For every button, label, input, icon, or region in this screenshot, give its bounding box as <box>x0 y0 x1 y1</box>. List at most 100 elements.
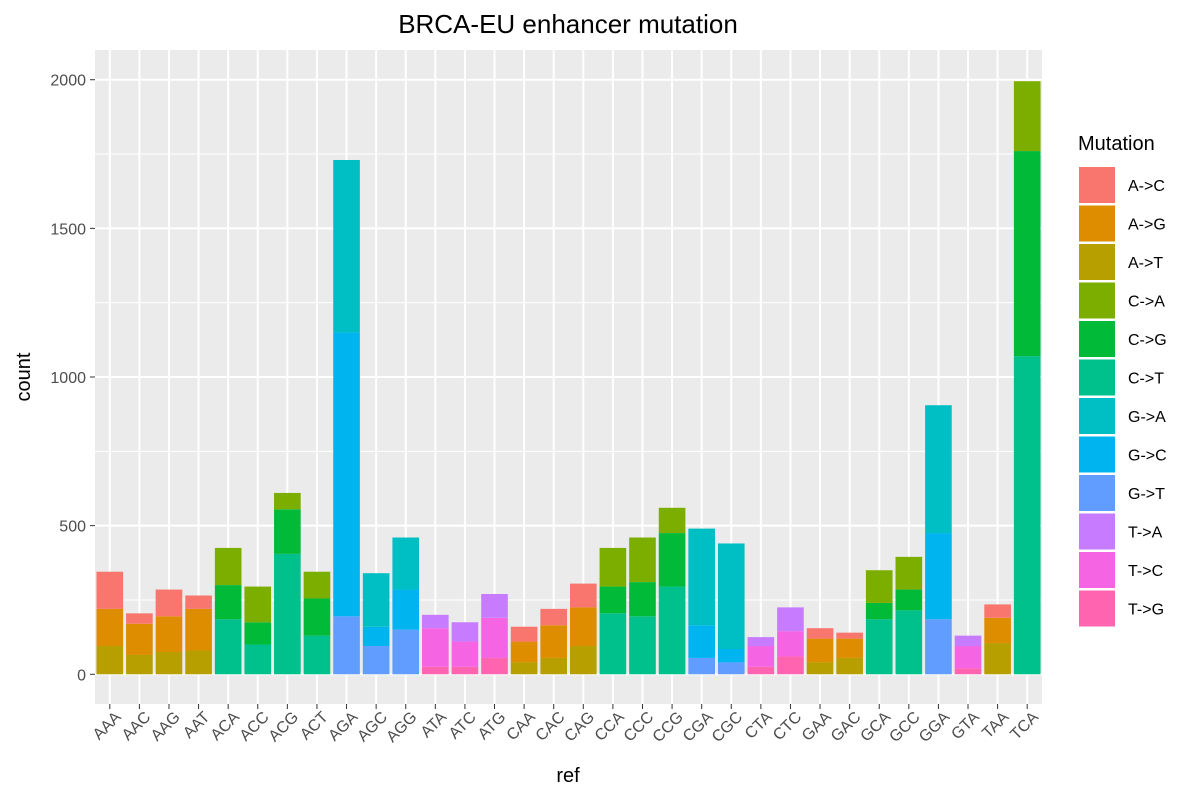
y-tick-label: 500 <box>59 519 86 536</box>
bar-segment-GCC-C-to-T <box>895 610 923 675</box>
bar-segment-GAA-A-to-G <box>806 638 834 663</box>
bar-segment-GCA-C-to-A <box>865 570 893 603</box>
bar-segment-GGA-G-to-T <box>925 619 952 675</box>
bar-segment-TAA-A-to-C <box>984 604 1011 618</box>
legend-key <box>1079 552 1115 588</box>
legend-label: G->C <box>1128 448 1167 465</box>
x-tick-label: AAA <box>90 709 125 744</box>
legend-label: T->C <box>1128 563 1163 580</box>
bar-segment-ATA-T-to-C <box>422 628 449 667</box>
legend-label: A->T <box>1128 255 1163 272</box>
x-tick-label: ACG <box>266 709 303 746</box>
bar-segment-CTC-T-to-G <box>777 656 804 675</box>
bar-segment-GCC-C-to-A <box>895 556 923 590</box>
x-tick-label: GCA <box>858 709 895 746</box>
bar-segment-ACA-C-to-A <box>214 547 242 586</box>
x-tick-label: ATA <box>418 709 451 742</box>
x-tick-label: CAC <box>533 709 569 745</box>
bar-segment-ATC-T-to-A <box>451 622 479 642</box>
bar-segment-GTA-T-to-C <box>954 646 982 669</box>
y-tick-label: 0 <box>77 667 86 684</box>
legend-label: C->T <box>1128 371 1164 388</box>
x-axis-title: ref <box>556 765 580 787</box>
bar-segment-CAG-A-to-C <box>569 583 597 608</box>
bar-segment-AGC-G-to-T <box>362 646 390 675</box>
bar-segment-ACG-C-to-T <box>274 553 301 675</box>
legend-key <box>1079 398 1115 434</box>
bar-segment-ACG-C-to-A <box>274 492 301 510</box>
bar-segment-ATA-T-to-A <box>422 614 449 629</box>
legend-label: T->G <box>1128 602 1164 619</box>
bar-segment-GAC-A-to-T <box>836 657 863 675</box>
y-axis-title: count <box>13 352 35 401</box>
bar-segment-CCG-C-to-T <box>658 586 686 675</box>
bar-segment-CAC-A-to-G <box>540 625 568 658</box>
bar-segment-ATG-T-to-A <box>481 594 508 618</box>
x-tick-label: AAC <box>119 709 154 744</box>
bar-segment-AAG-A-to-G <box>155 616 183 652</box>
bar-segment-GAA-A-to-C <box>806 628 834 639</box>
legend-label: A->G <box>1128 217 1166 234</box>
bar-segment-CTC-T-to-A <box>777 607 804 632</box>
bar-segment-TCA-C-to-G <box>1013 151 1041 357</box>
x-tick-label: CTC <box>770 709 805 744</box>
bar-segment-AAG-A-to-C <box>155 589 183 617</box>
x-tick-label: CAA <box>504 709 540 745</box>
x-tick-label: ACC <box>237 709 273 745</box>
bar-segment-CGA-G-to-A <box>688 528 715 626</box>
bars <box>96 81 1041 675</box>
bar-segment-ACC-C-to-A <box>244 586 272 623</box>
bar-segment-CCC-C-to-A <box>629 537 656 583</box>
legend-label: G->A <box>1128 409 1166 426</box>
bar-segment-CGC-G-to-T <box>717 662 745 675</box>
bar-segment-CAA-A-to-T <box>510 662 538 675</box>
bar-segment-CCC-C-to-G <box>629 582 656 617</box>
bar-segment-AGC-G-to-A <box>362 573 390 627</box>
bar-segment-CGA-G-to-T <box>688 657 715 675</box>
legend-key <box>1079 359 1115 396</box>
legend-key <box>1079 513 1115 550</box>
legend-key <box>1079 436 1115 473</box>
x-tick-label: AGG <box>383 709 420 746</box>
bar-segment-AAG-A-to-T <box>155 651 183 675</box>
bar-segment-ACC-C-to-T <box>244 644 272 675</box>
bar-segment-AAC-A-to-G <box>126 623 153 655</box>
legend-label: C->A <box>1128 294 1165 311</box>
legend-key <box>1079 205 1115 242</box>
bar-segment-GTA-T-to-A <box>954 635 982 647</box>
bar-segment-GAA-A-to-T <box>806 662 834 675</box>
x-tick-label: AAT <box>180 709 213 742</box>
legend-label: A->C <box>1128 178 1165 195</box>
bar-segment-CAG-A-to-T <box>569 646 597 675</box>
bar-segment-TCA-C-to-A <box>1013 81 1041 152</box>
bar-segment-TCA-C-to-T <box>1013 356 1041 675</box>
bar-segment-ACA-C-to-T <box>214 619 242 675</box>
x-tick-label: CGC <box>709 709 746 746</box>
bar-segment-ATA-T-to-G <box>422 666 449 675</box>
bar-segment-GAC-A-to-C <box>836 632 863 639</box>
bar-segment-ATG-T-to-G <box>481 657 508 675</box>
bar-segment-ACA-C-to-G <box>214 585 242 620</box>
bar-segment-CGC-G-to-A <box>717 543 745 650</box>
legend-key <box>1079 167 1115 203</box>
bar-segment-ACT-C-to-A <box>303 571 331 599</box>
bar-segment-CAG-A-to-G <box>569 607 597 647</box>
bar-segment-AGA-G-to-A <box>333 159 360 333</box>
x-tick-label: AGA <box>325 709 361 745</box>
x-tick-label: ATC <box>446 709 480 743</box>
bar-segment-CTA-T-to-C <box>747 646 775 667</box>
bar-segment-CCG-C-to-G <box>658 533 686 587</box>
x-tick-label: CTA <box>742 709 776 743</box>
bar-segment-CGA-G-to-C <box>688 625 715 658</box>
bar-segment-GTA-T-to-G <box>954 668 982 675</box>
x-tick-label: GAC <box>828 709 865 746</box>
bar-segment-CCG-C-to-A <box>658 507 686 534</box>
bar-segment-ACT-C-to-G <box>303 598 331 636</box>
bar-segment-AAT-A-to-G <box>185 608 212 651</box>
x-tick-label: GCC <box>886 709 923 746</box>
x-tick-label: GAA <box>799 709 835 745</box>
x-tick-label: CAG <box>562 709 599 746</box>
legend-key <box>1079 590 1115 627</box>
bar-segment-ACG-C-to-G <box>274 509 301 554</box>
